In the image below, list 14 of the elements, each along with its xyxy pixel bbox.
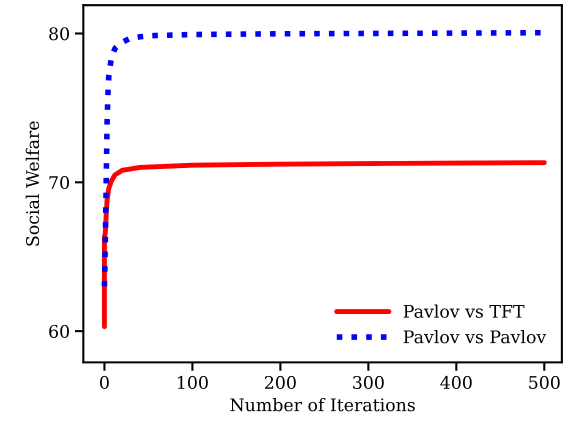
x-axis-title: Number of Iterations: [230, 398, 415, 412]
legend-label: Pavlov vs Pavlov: [404, 330, 546, 344]
x-tick-label: 100: [178, 376, 208, 390]
y-tick-label: 60: [49, 324, 69, 338]
y-tick-label: 70: [49, 176, 69, 190]
x-tick-label: 500: [529, 376, 560, 390]
x-tick-label: 300: [353, 376, 384, 390]
legend-label: Pavlov vs TFT: [404, 304, 524, 318]
y-tick-label: 80: [49, 27, 69, 40]
x-tick-label: 400: [440, 376, 472, 390]
y-axis-title: Social Welfare: [26, 121, 40, 246]
line-series: [102, 160, 547, 330]
x-tick-label: 0: [100, 376, 109, 390]
x-tick-label: 200: [264, 376, 296, 390]
